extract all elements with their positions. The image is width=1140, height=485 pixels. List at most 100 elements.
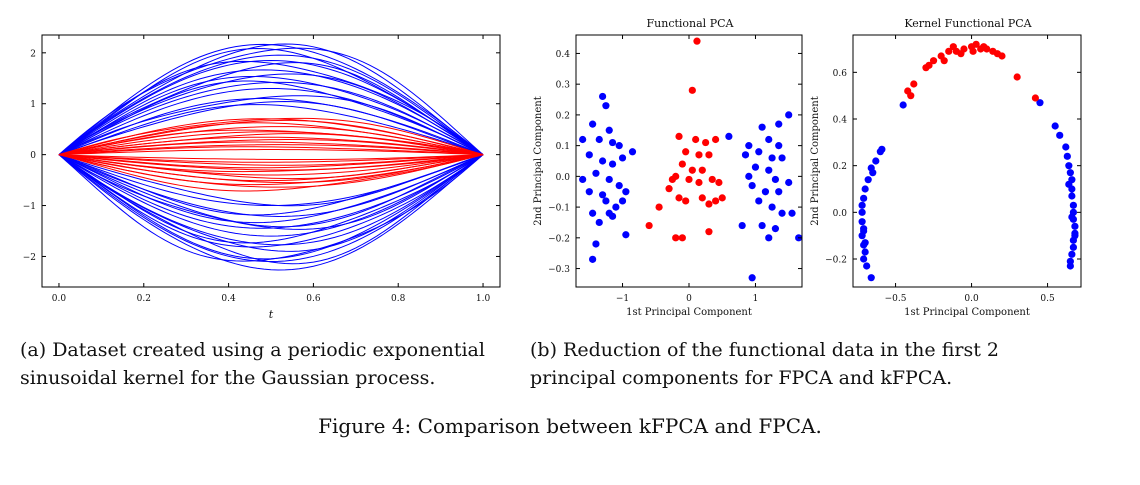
x-tick-label: 0.8 — [391, 294, 406, 304]
plot-frame — [852, 34, 1082, 288]
series-line — [58, 154, 484, 188]
series-line — [58, 129, 484, 156]
x-tick-label: 0.2 — [137, 294, 151, 304]
data-point — [922, 64, 930, 72]
data-point — [1065, 162, 1073, 170]
data-point — [595, 135, 603, 144]
data-point — [910, 80, 918, 88]
data-point — [788, 209, 796, 217]
series-line — [58, 154, 484, 192]
data-point — [751, 163, 760, 171]
data-point — [1069, 243, 1077, 251]
data-point — [858, 201, 866, 209]
data-point — [778, 209, 786, 217]
x-tick-label: 0 — [686, 294, 692, 304]
data-point — [612, 203, 620, 211]
data-point — [592, 240, 600, 248]
data-point — [745, 172, 753, 180]
series-line — [58, 154, 484, 228]
data-point — [589, 120, 597, 128]
plot-frame — [575, 34, 803, 288]
data-point — [1031, 94, 1039, 102]
y-tick-label: 0 — [30, 151, 36, 161]
series-line — [58, 154, 484, 260]
data-point — [615, 142, 623, 150]
kfpca-scatter: Kernel Functional PCA −0.5 0.0 0.5 −0.2 0.0 0… — [810, 17, 1082, 318]
series-line — [58, 141, 484, 156]
data-point — [692, 135, 700, 144]
data-point — [711, 135, 720, 144]
series-line — [58, 59, 484, 156]
data-point — [775, 142, 783, 150]
plot-frame — [41, 34, 501, 288]
data-point — [765, 166, 773, 174]
chart-title: Kernel Functional PCA — [904, 17, 1032, 30]
data-point — [867, 164, 875, 172]
series-line — [58, 75, 484, 156]
data-point — [589, 209, 597, 217]
data-point — [775, 120, 783, 128]
data-point — [595, 218, 603, 227]
y-tick-label: 0.6 — [833, 69, 848, 79]
data-point — [878, 145, 886, 153]
series-line — [58, 154, 484, 244]
data-point — [585, 188, 593, 196]
data-point — [693, 37, 701, 45]
data-point — [695, 151, 703, 159]
series-line — [58, 154, 484, 229]
data-point — [605, 175, 613, 184]
data-point — [705, 228, 713, 236]
y-tick-label: −0.2 — [825, 256, 847, 266]
data-point — [665, 185, 673, 193]
series-line — [58, 62, 484, 156]
data-point — [628, 148, 637, 156]
x-tick-label: 1 — [753, 294, 759, 304]
data-point — [867, 274, 875, 282]
data-point — [705, 151, 713, 159]
series-line — [58, 154, 484, 169]
data-point — [1056, 131, 1064, 139]
data-point — [1068, 213, 1076, 221]
data-point — [702, 138, 710, 147]
series-line — [58, 54, 484, 156]
series-line — [58, 60, 484, 156]
data-point — [758, 123, 766, 131]
series-line — [58, 69, 484, 156]
series-line — [58, 154, 484, 207]
data-point — [685, 175, 693, 184]
data-point — [708, 175, 716, 184]
x-axis-label: 1st Principal Component — [626, 307, 752, 318]
data-point — [1069, 201, 1077, 209]
series-line — [58, 154, 484, 271]
data-point — [602, 197, 610, 205]
data-point — [1071, 232, 1079, 240]
series-line — [58, 154, 484, 237]
data-point — [771, 175, 780, 184]
data-point — [675, 132, 683, 141]
data-point — [755, 148, 763, 156]
data-point — [698, 166, 706, 174]
data-point — [785, 178, 793, 187]
data-point — [785, 111, 793, 119]
data-point — [741, 151, 750, 159]
y-tick-label: 2 — [30, 49, 36, 59]
data-point — [765, 135, 773, 144]
data-point — [1068, 192, 1076, 200]
data-point — [929, 57, 938, 65]
curves-chart: 0.0 0.2 0.4 0.6 0.8 1.0 −2 −1 0 1 2 t — [23, 34, 501, 321]
data-point — [863, 262, 871, 270]
x-tick-label: 0.5 — [1040, 294, 1055, 304]
subfigure-caption-a: (a) Dataset created using a periodic exp… — [20, 339, 485, 389]
data-point — [940, 57, 948, 65]
x-tick-label: 0.4 — [221, 294, 236, 304]
data-point — [622, 231, 630, 239]
y-axis-label: 2nd Principal Component — [533, 96, 544, 225]
y-tick-label: −2 — [23, 253, 36, 263]
x-tick-label: 0.0 — [52, 294, 67, 304]
data-point — [608, 212, 617, 220]
figure-charts: 0.0 0.2 0.4 0.6 0.8 1.0 −2 −1 0 1 2 t Functional P… — [23, 17, 1082, 321]
data-point — [675, 194, 683, 202]
y-tick-label: −0.3 — [548, 265, 570, 275]
data-point — [860, 227, 868, 235]
data-point — [688, 166, 696, 174]
